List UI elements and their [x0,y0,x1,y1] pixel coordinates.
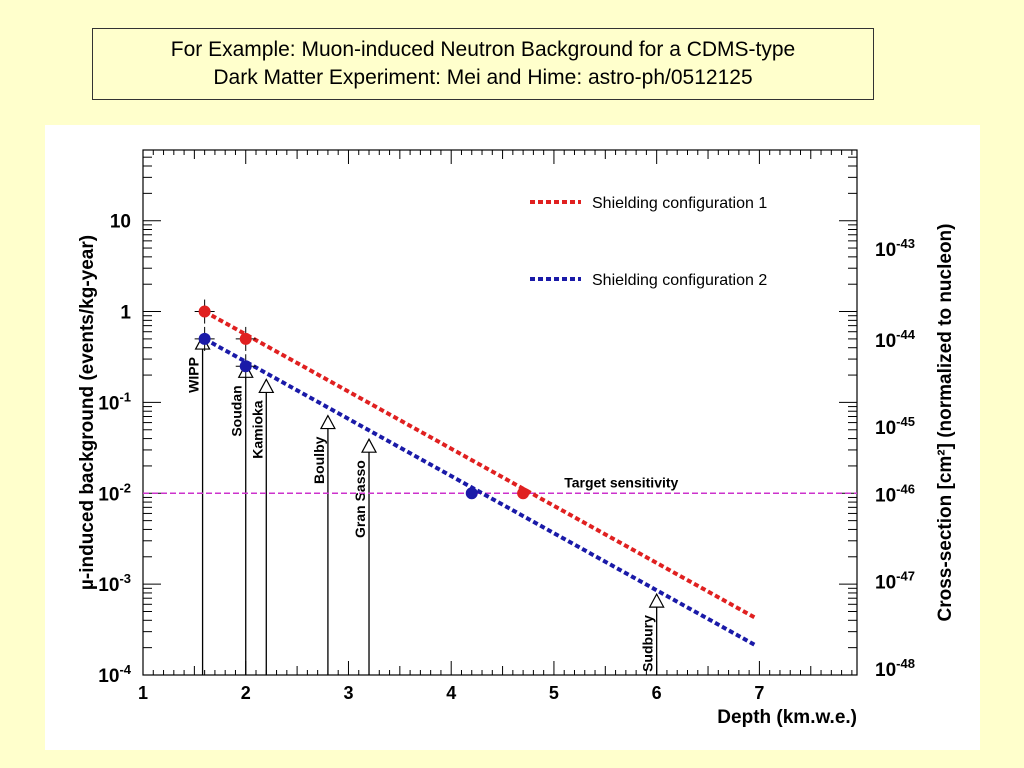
site-label: Soudan [229,385,245,436]
y-tick-base: 10 [98,484,119,505]
series-point [239,360,252,373]
x-tick-label: 6 [652,683,662,703]
y-tick-label: 10-2 [98,480,131,505]
site-marker [258,378,275,394]
series-point [239,332,252,345]
legend-label: Shielding configuration 2 [592,272,767,289]
y-axis-title: µ-induced background (events/kg-year) [77,235,98,590]
x-axis-title: Depth (km.w.e.) [717,707,857,728]
y2-tick-label: 10-48 [875,656,915,681]
x-tick-label: 1 [138,683,148,703]
site-label: WIPP [186,357,202,393]
series-line [203,337,758,648]
y-tick-base: 10 [98,666,119,687]
slide-title-box: For Example: Muon-induced Neutron Backgr… [92,28,874,100]
site-label: Gran Sasso [352,460,368,538]
y-tick-label: 10-4 [98,662,131,687]
series-point [465,487,478,500]
y-tick-label: 10 [110,212,131,233]
site-marker [319,414,336,430]
y2-tick-label: 10-45 [875,414,915,439]
y2-tick-label: 10-43 [875,236,915,261]
series-line [203,309,758,621]
y2-tick-base: 10 [875,418,896,439]
y-tick-base: 10 [98,393,119,414]
x-tick-label: 2 [241,683,251,703]
y2-tick-label: 10-47 [875,568,915,593]
y2-tick-base: 10 [875,660,896,681]
y2-tick-exponent: -48 [896,656,915,671]
y2-tick-exponent: -43 [896,236,915,251]
site-marker [361,437,378,453]
slide-title-line-2: Dark Matter Experiment: Mei and Hime: as… [213,66,753,89]
background-vs-depth-chart: 1 2 3 4 5 6 710110-110-210-310-410-4310-4410-4… [77,149,956,728]
y-tick-label: 10-3 [98,571,131,596]
y2-tick-exponent: -45 [896,414,915,429]
y-tick-label: 10-1 [98,389,131,414]
y2-tick-exponent: -47 [896,568,915,583]
y2-axis-title: Cross-section [cm²] (normalized to nucle… [935,224,956,622]
slide-title-line-1: For Example: Muon-induced Neutron Backgr… [170,38,796,61]
target-sensitivity-label: Target sensitivity [564,474,678,490]
x-tick-label: 3 [343,683,353,703]
y-tick-label: 1 [120,303,131,324]
x-tick-label: 5 [549,683,559,703]
series-point [198,332,211,345]
site-label: Boulby [311,436,327,484]
y-tick-exponent: -3 [119,571,131,586]
y-tick-exponent: -1 [119,389,131,404]
x-tick-label: 7 [754,683,764,703]
y-tick-exponent: -4 [119,662,131,677]
y-tick-base: 10 [98,575,119,596]
site-label: Sudbury [640,615,656,672]
y2-tick-label: 10-46 [875,481,915,506]
y2-tick-label: 10-44 [875,327,916,352]
series-point [517,487,530,500]
plot-frame [142,149,858,676]
chart-panel: 1 2 3 4 5 6 7 10 1 10-1 10-2 10-3 10-4 10-43 10-44 10-4… [45,125,980,750]
y-tick-exponent: -2 [119,480,131,495]
legend-label: Shielding configuration 1 [592,195,767,212]
y2-tick-base: 10 [875,485,896,506]
y-tick-base: 1 [120,303,131,324]
y2-tick-base: 10 [875,572,896,593]
site-marker [648,592,665,608]
y2-tick-base: 10 [875,331,896,352]
x-tick-label: 4 [446,683,456,703]
series-point [198,305,211,318]
site-label: Kamioka [249,400,265,459]
y-tick-base: 10 [110,212,131,233]
y2-tick-exponent: -44 [896,327,916,342]
y2-tick-base: 10 [875,240,896,261]
y2-tick-exponent: -46 [896,481,915,496]
